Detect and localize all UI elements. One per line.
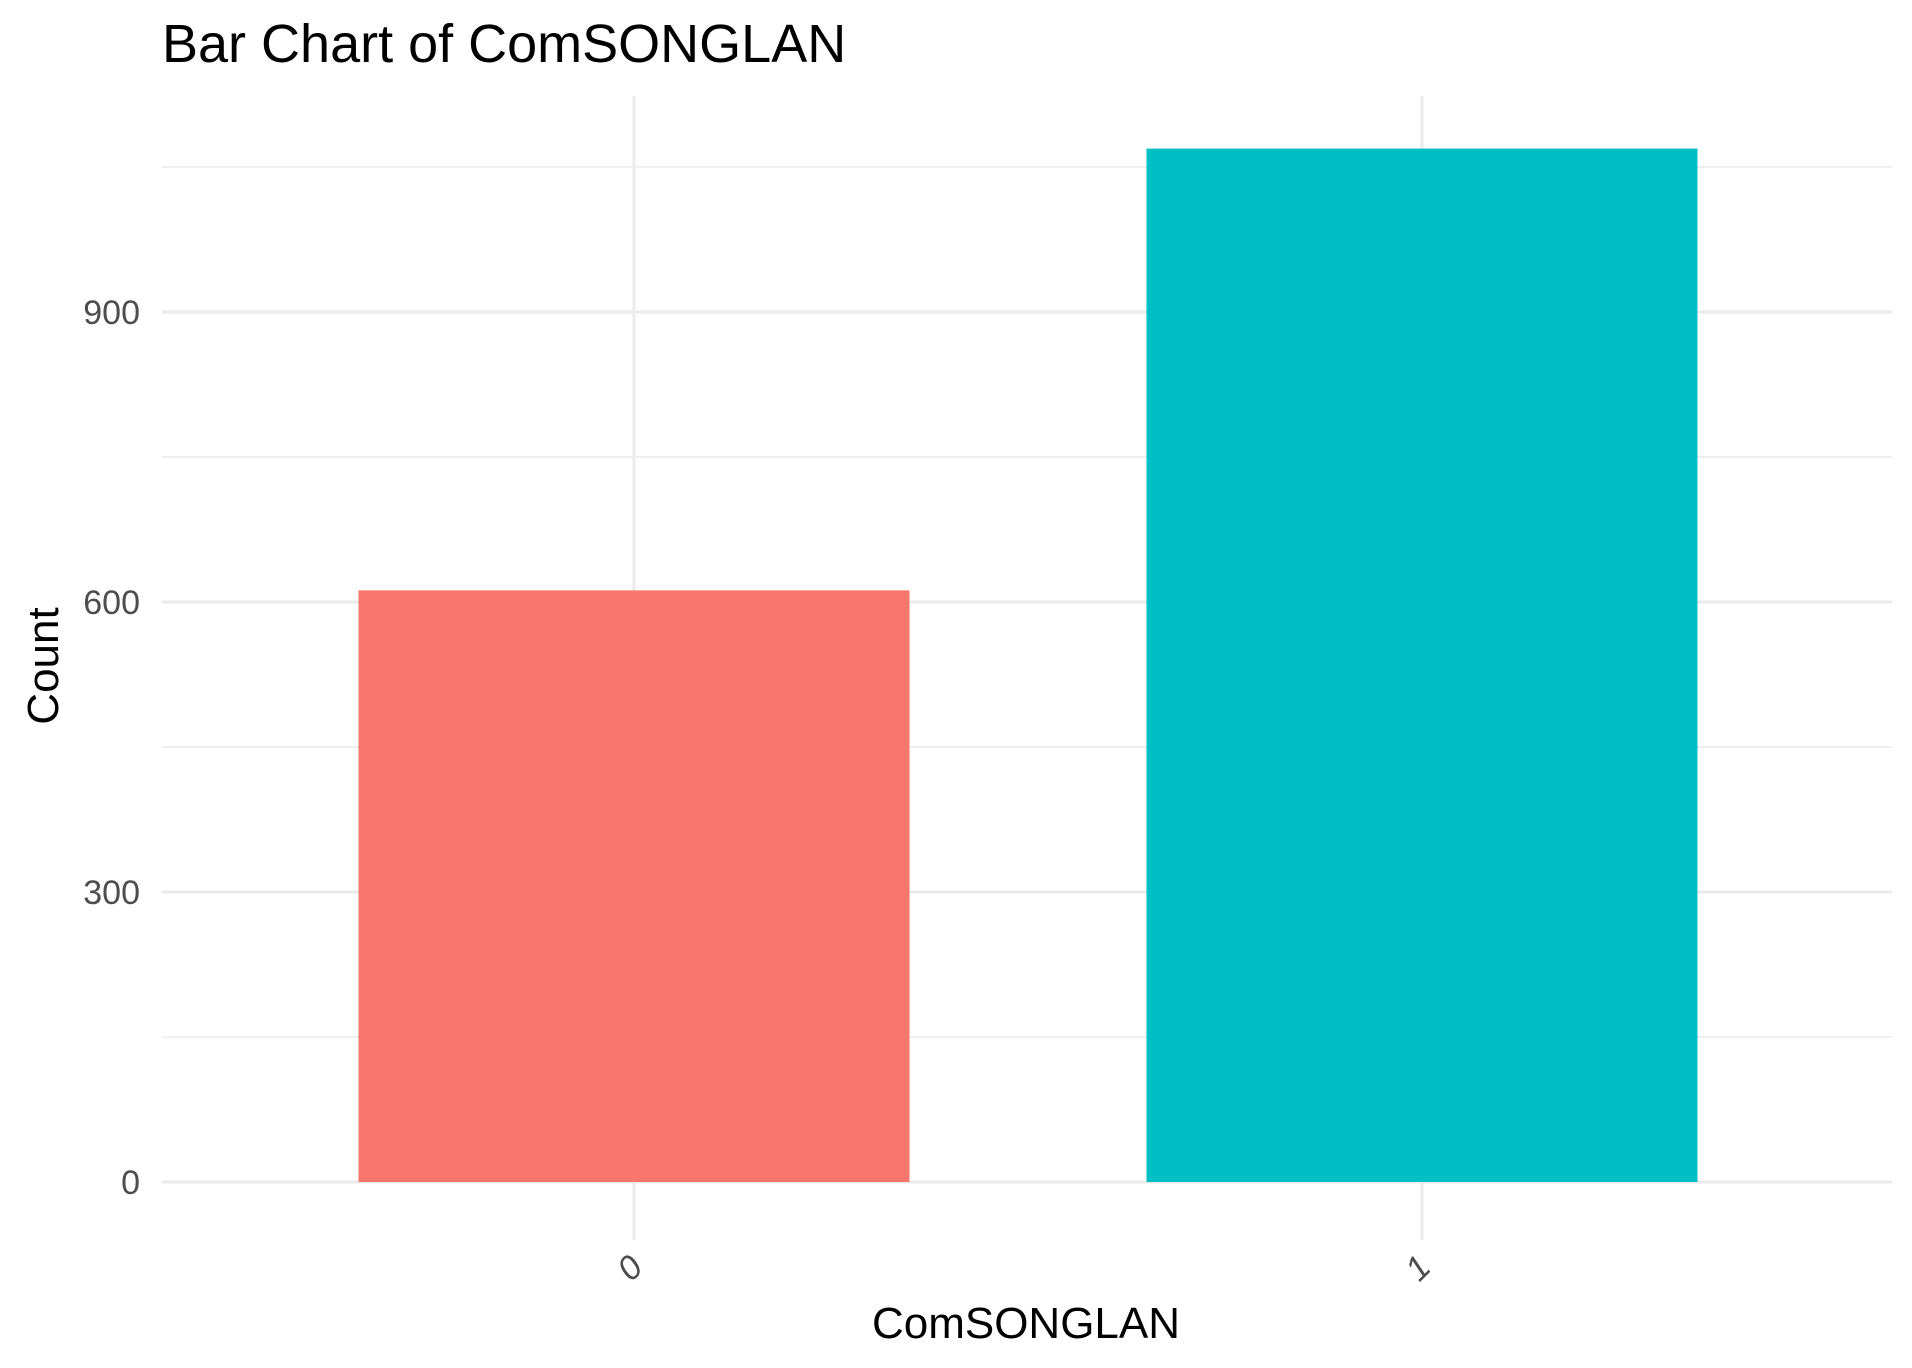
y-tick-label-900: 900 bbox=[83, 294, 140, 332]
y-tick-label-600: 600 bbox=[83, 584, 140, 622]
y-tick-labels: 0 300 600 900 bbox=[83, 294, 140, 1202]
chart-title: Bar Chart of ComSONGLAN bbox=[162, 14, 846, 74]
bar-1 bbox=[1146, 148, 1698, 1183]
bar-0 bbox=[358, 590, 910, 1182]
bars bbox=[358, 148, 1698, 1183]
x-axis-title: ComSONGLAN bbox=[872, 1299, 1180, 1348]
y-tick-label-0: 0 bbox=[121, 1164, 140, 1202]
y-axis-title: Count bbox=[19, 607, 68, 724]
x-tick-label-1: 1 bbox=[1398, 1248, 1438, 1288]
x-tick-label-0: 0 bbox=[610, 1248, 650, 1288]
y-tick-label-300: 300 bbox=[83, 874, 140, 912]
